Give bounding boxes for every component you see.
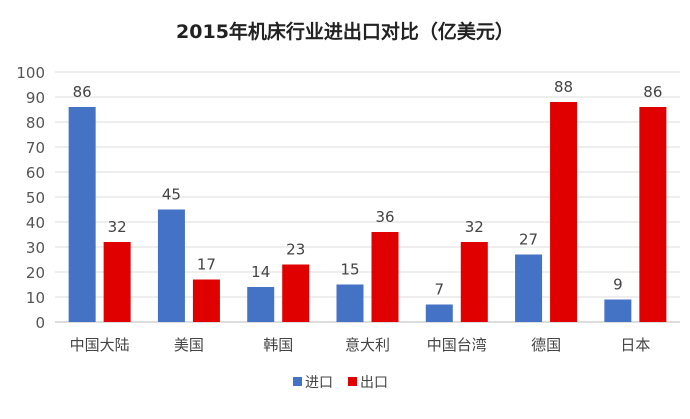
- x-tick-label: 意大利: [345, 336, 390, 354]
- y-tick-label: 30: [26, 239, 45, 257]
- data-label: 14: [251, 263, 270, 281]
- bar-export: [550, 102, 578, 322]
- bar-import: [157, 209, 185, 322]
- data-label: 88: [554, 78, 573, 96]
- data-label: 36: [375, 208, 394, 226]
- data-label: 7: [435, 281, 445, 299]
- x-tick-label: 中国大陆: [70, 336, 130, 354]
- data-label: 32: [108, 218, 127, 236]
- bar-import: [247, 287, 275, 322]
- bar-export: [103, 242, 131, 322]
- data-label: 9: [613, 276, 623, 294]
- data-label: 23: [286, 241, 305, 259]
- y-tick-label: 90: [26, 89, 45, 107]
- y-tick-label: 40: [26, 214, 45, 232]
- y-tick-label: 0: [35, 314, 45, 332]
- data-label: 27: [519, 231, 538, 249]
- y-tick-label: 80: [26, 114, 45, 132]
- bar-export: [460, 242, 488, 322]
- data-label: 17: [197, 256, 216, 274]
- bar-import: [515, 254, 543, 322]
- legend-swatch: [293, 377, 302, 386]
- chart-title: 2015年机床行业进出口对比（亿美元）: [176, 20, 514, 43]
- y-tick-label: 70: [26, 139, 45, 157]
- bar-export: [371, 232, 399, 322]
- y-tick-label: 50: [26, 189, 45, 207]
- data-label: 32: [465, 218, 484, 236]
- y-tick-label: 20: [26, 264, 45, 282]
- y-tick-label: 60: [26, 164, 45, 182]
- x-tick-label: 中国台湾: [427, 336, 487, 354]
- bar-export: [639, 107, 667, 322]
- bar-import: [425, 304, 453, 322]
- legend-label: 进口: [305, 375, 333, 391]
- x-tick-label: 德国: [531, 336, 561, 354]
- bar-import: [336, 284, 364, 322]
- y-tick-label: 100: [16, 64, 45, 82]
- data-label: 86: [73, 83, 92, 101]
- data-label: 86: [643, 83, 662, 101]
- x-tick-label: 韩国: [263, 336, 293, 354]
- bar-import: [68, 107, 96, 322]
- x-tick-label: 美国: [174, 336, 204, 354]
- y-tick-label: 10: [26, 289, 45, 307]
- bar-export: [282, 264, 310, 322]
- bar-export: [192, 279, 220, 322]
- legend-label: 出口: [360, 375, 388, 391]
- data-label: 45: [162, 186, 181, 204]
- data-label: 15: [340, 261, 359, 279]
- x-tick-label: 日本: [620, 336, 650, 354]
- bar-import: [604, 299, 632, 322]
- legend-swatch: [348, 377, 357, 386]
